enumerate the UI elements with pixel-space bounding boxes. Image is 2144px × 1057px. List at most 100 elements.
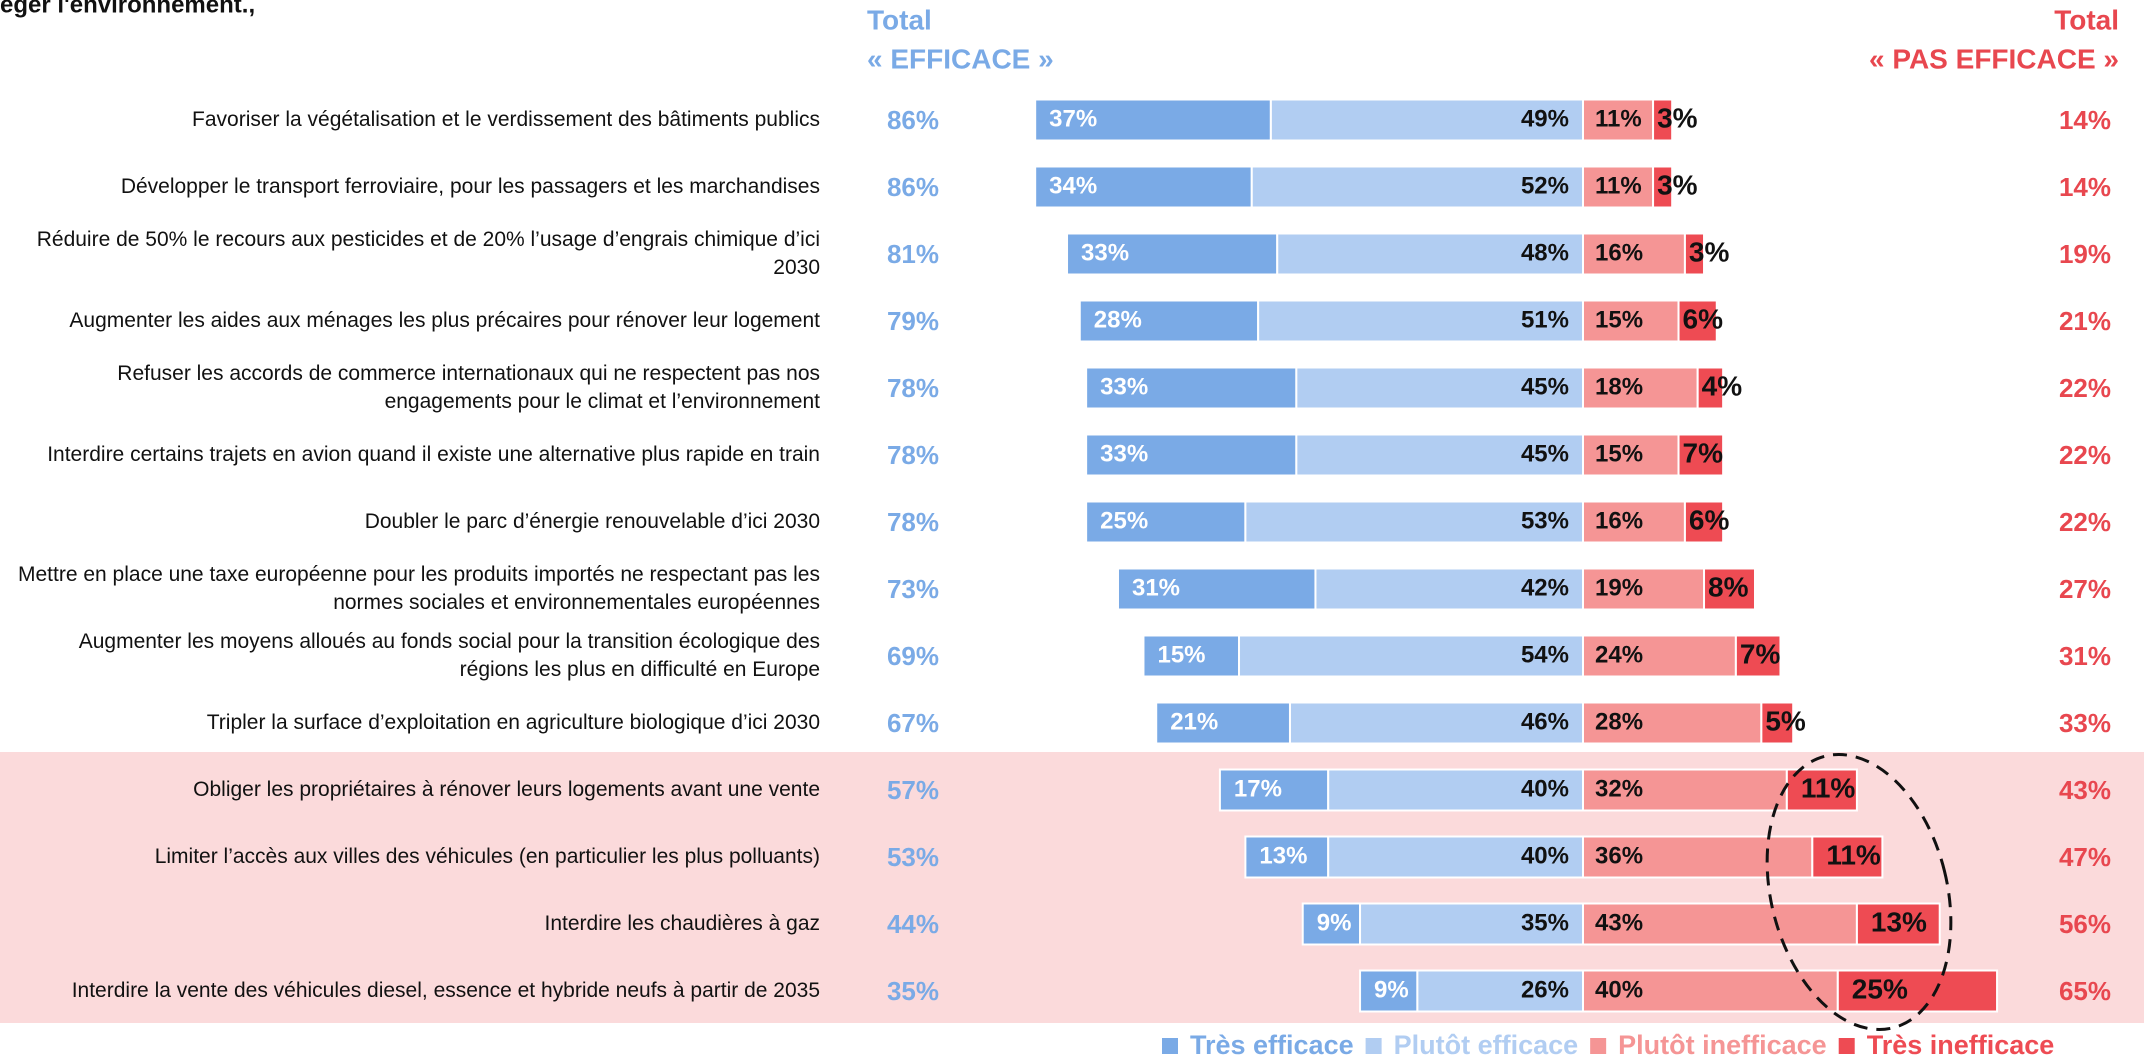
header: « PAS EFFICACE » <box>1869 43 2119 74</box>
value-label: 15% <box>1595 306 1643 333</box>
bar-segment <box>1582 165 1655 209</box>
bar-segment <box>1652 165 1674 209</box>
bar-segment <box>1734 634 1782 678</box>
total-efficace: 86% <box>887 105 939 135</box>
category-label: Mettre en place une taxe européenne pour… <box>18 563 820 614</box>
total-pas-efficace: 43% <box>2059 775 2111 805</box>
value-label: 11% <box>1595 105 1642 132</box>
bar-segment <box>1677 299 1718 343</box>
category-label: Obliger les propriétaires à rénover leur… <box>193 778 820 801</box>
bar-segment <box>1811 835 1884 879</box>
total-pas-efficace: 56% <box>2059 909 2111 939</box>
category-label: Favoriser la végétalisation et le verdis… <box>192 108 820 131</box>
value-label: 11% <box>1595 172 1642 199</box>
bar-segment <box>1034 165 1253 209</box>
value-label: 40% <box>1521 842 1569 869</box>
total-pas-efficace: 31% <box>2059 641 2111 671</box>
total-efficace: 81% <box>887 239 939 269</box>
total-pas-efficace: 47% <box>2059 842 2111 872</box>
value-label: 17% <box>1234 775 1282 802</box>
category-label: Augmenter les moyens alloués au fonds so… <box>78 630 820 681</box>
category-label: Limiter l’accès aux villes des véhicules… <box>154 845 820 868</box>
legend-label: Plutôt efficace <box>1394 1030 1579 1057</box>
value-label: 25% <box>1100 507 1148 534</box>
total-pas-efficace: 22% <box>2059 440 2111 470</box>
value-label: 18% <box>1595 373 1643 400</box>
value-label: 32% <box>1595 775 1643 802</box>
total-efficace: 35% <box>887 976 939 1006</box>
value-label: 33% <box>1100 440 1148 467</box>
total-efficace: 53% <box>887 842 939 872</box>
bar-segment <box>1314 567 1584 611</box>
header: « EFFICACE » <box>867 43 1054 74</box>
total-pas-efficace: 27% <box>2059 574 2111 604</box>
category-label: Interdire la vente des véhicules diesel,… <box>71 979 820 1002</box>
value-label: 42% <box>1521 574 1569 601</box>
bar-segment <box>1078 299 1260 343</box>
total-pas-efficace: 33% <box>2059 708 2111 738</box>
bar-segment <box>1785 768 1858 812</box>
total-pas-efficace: 22% <box>2059 373 2111 403</box>
value-label: 6% <box>1683 303 1724 334</box>
value-label: 37% <box>1049 105 1097 132</box>
value-label: 54% <box>1521 641 1569 668</box>
bar-segment <box>1683 232 1706 276</box>
value-label: 49% <box>1521 105 1569 132</box>
category-label: Réduire de 50% le recours aux pesticides… <box>36 228 820 279</box>
category-label: Refuser les accords de commerce internat… <box>117 362 820 413</box>
bar-segment <box>1582 433 1680 477</box>
total-pas-efficace: 65% <box>2059 976 2111 1006</box>
total-efficace: 73% <box>887 574 939 604</box>
bar-segment <box>1416 969 1584 1013</box>
value-label: 53% <box>1521 507 1569 534</box>
total-efficace: 78% <box>887 507 939 537</box>
legend-swatch <box>1162 1038 1178 1054</box>
value-label: 15% <box>1157 641 1205 668</box>
bar-segment <box>1276 232 1584 276</box>
bar-segment <box>1238 634 1585 678</box>
bar-segment <box>1066 232 1279 276</box>
value-label: 40% <box>1595 976 1643 1003</box>
bar-segment <box>1257 299 1584 343</box>
total-pas-efficace: 21% <box>2059 306 2111 336</box>
value-label: 52% <box>1521 172 1569 199</box>
value-label: 46% <box>1521 708 1569 735</box>
value-label: 45% <box>1521 440 1569 467</box>
value-label: 11% <box>1801 772 1856 803</box>
total-efficace: 69% <box>887 641 939 671</box>
bar-segment <box>1582 969 1839 1013</box>
value-label: 16% <box>1595 507 1643 534</box>
total-efficace: 86% <box>887 172 939 202</box>
value-label: 28% <box>1595 708 1643 735</box>
value-label: 13% <box>1871 906 1927 937</box>
bar-segment <box>1327 835 1584 879</box>
value-label: 6% <box>1689 504 1730 535</box>
bar-segment <box>1855 902 1941 946</box>
value-label: 7% <box>1740 638 1781 669</box>
bar-segment <box>1142 634 1241 678</box>
bars: 37% 49% 11% 3% 86% 14% 34% 52% 11% 3% 86% 14% 33% 48%… <box>887 98 2111 1057</box>
value-label: 36% <box>1595 842 1643 869</box>
category-label: Tripler la surface d’exploitation en agr… <box>206 711 820 734</box>
category-label: Interdire certains trajets en avion quan… <box>47 443 820 466</box>
bar-segment <box>1359 902 1585 946</box>
value-label: 13% <box>1259 842 1307 869</box>
value-label: 26% <box>1521 976 1569 1003</box>
bar-segment <box>1295 366 1584 410</box>
value-label: 15% <box>1595 440 1643 467</box>
bar-segment <box>1582 500 1686 544</box>
legend-label: Plutôt inefficace <box>1618 1030 1827 1057</box>
legend-swatch <box>1365 1038 1382 1054</box>
header: Total <box>867 4 932 35</box>
value-label: 19% <box>1595 574 1643 601</box>
value-label: 4% <box>1702 370 1743 401</box>
value-label: 51% <box>1521 306 1569 333</box>
total-efficace: 67% <box>887 708 939 738</box>
value-label: 33% <box>1100 373 1148 400</box>
value-label: 9% <box>1317 909 1352 936</box>
total-efficace: 79% <box>887 306 939 336</box>
value-label: 3% <box>1689 236 1730 267</box>
total-efficace: 78% <box>887 440 939 470</box>
value-label: 8% <box>1708 571 1749 602</box>
